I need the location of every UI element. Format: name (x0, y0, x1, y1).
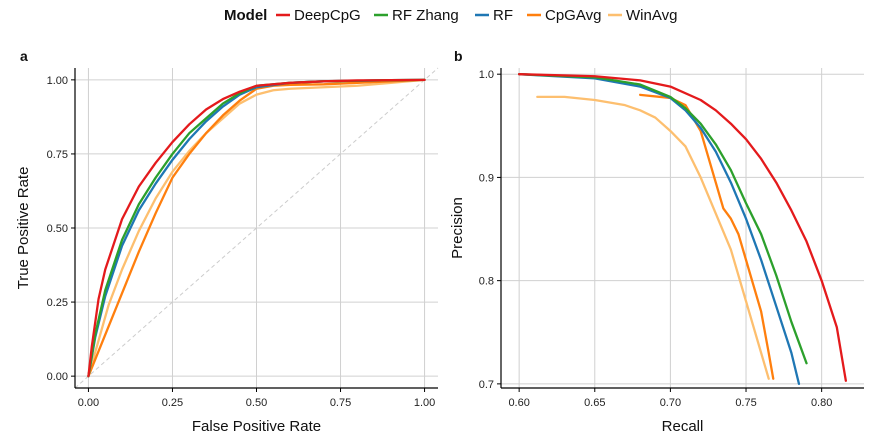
series-line-b-cpgavg (639, 93, 775, 380)
y-tick-label-b-0: 0.7 (479, 379, 494, 391)
panel-a: 0.00 0.25 0.50 0.75 1.00 0.00 0.25 0.50 0.75 1.00… (15, 48, 439, 435)
x-tick-label-a-4: 1.00 (414, 397, 435, 409)
y-tick-label-b-1: 0.8 (479, 276, 494, 288)
legend-label-rf-zhang: RF Zhang (392, 7, 459, 24)
x-axis-label-a: False Positive Rate (192, 418, 321, 435)
x-tick-label-a-0: 0.00 (78, 397, 99, 409)
x-tick-label-a-2: 0.50 (246, 397, 267, 409)
series-line-a-deepcpg (87, 78, 426, 378)
y-tick-label-b-3: 1.0 (479, 69, 494, 81)
y-tick-label-a-2: 0.50 (47, 223, 68, 235)
series-line-b-rf-zhang (518, 73, 808, 365)
panel-b: 0.60 0.65 0.70 0.75 0.80 0.7 0.8 0.9 1.0 Recall Pr… (449, 48, 864, 435)
series-line-b-winavg (536, 95, 770, 380)
x-tick-label-b-4: 0.80 (811, 397, 832, 409)
x-tick-label-b-1: 0.65 (584, 397, 605, 409)
panel-label-a: a (20, 48, 28, 64)
x-tick-label-b-2: 0.70 (660, 397, 681, 409)
x-tick-label-a-1: 0.25 (162, 397, 183, 409)
legend: Model DeepCpG RF Zhang RF CpGAvg WinAvg (224, 7, 677, 24)
legend-label-cpgavg: CpGAvg (545, 7, 601, 24)
legend-label-winavg: WinAvg (626, 7, 677, 24)
y-axis-label-a: True Positive Rate (15, 167, 32, 290)
panel-label-b: b (454, 48, 463, 64)
legend-label-rf: RF (493, 7, 513, 24)
y-tick-label-a-1: 0.25 (47, 297, 68, 309)
series-line-a-cpgavg (87, 78, 426, 378)
x-tick-label-b-3: 0.75 (735, 397, 756, 409)
y-axis-label-b: Precision (449, 197, 466, 259)
legend-title: Model (224, 7, 267, 24)
x-tick-label-a-3: 0.75 (330, 397, 351, 409)
legend-label-deepcpg: DeepCpG (294, 7, 361, 24)
diagonal-reference-line (74, 67, 439, 389)
y-tick-label-a-0: 0.00 (47, 371, 68, 383)
y-tick-label-a-3: 0.75 (47, 149, 68, 161)
series-line-b-deepcpg (518, 73, 847, 382)
series-line-b-rf (518, 73, 801, 386)
y-tick-label-b-2: 0.9 (479, 172, 494, 184)
x-axis-label-b: Recall (662, 418, 704, 435)
x-tick-label-b-0: 0.60 (508, 397, 529, 409)
y-tick-label-a-4: 1.00 (47, 75, 68, 87)
